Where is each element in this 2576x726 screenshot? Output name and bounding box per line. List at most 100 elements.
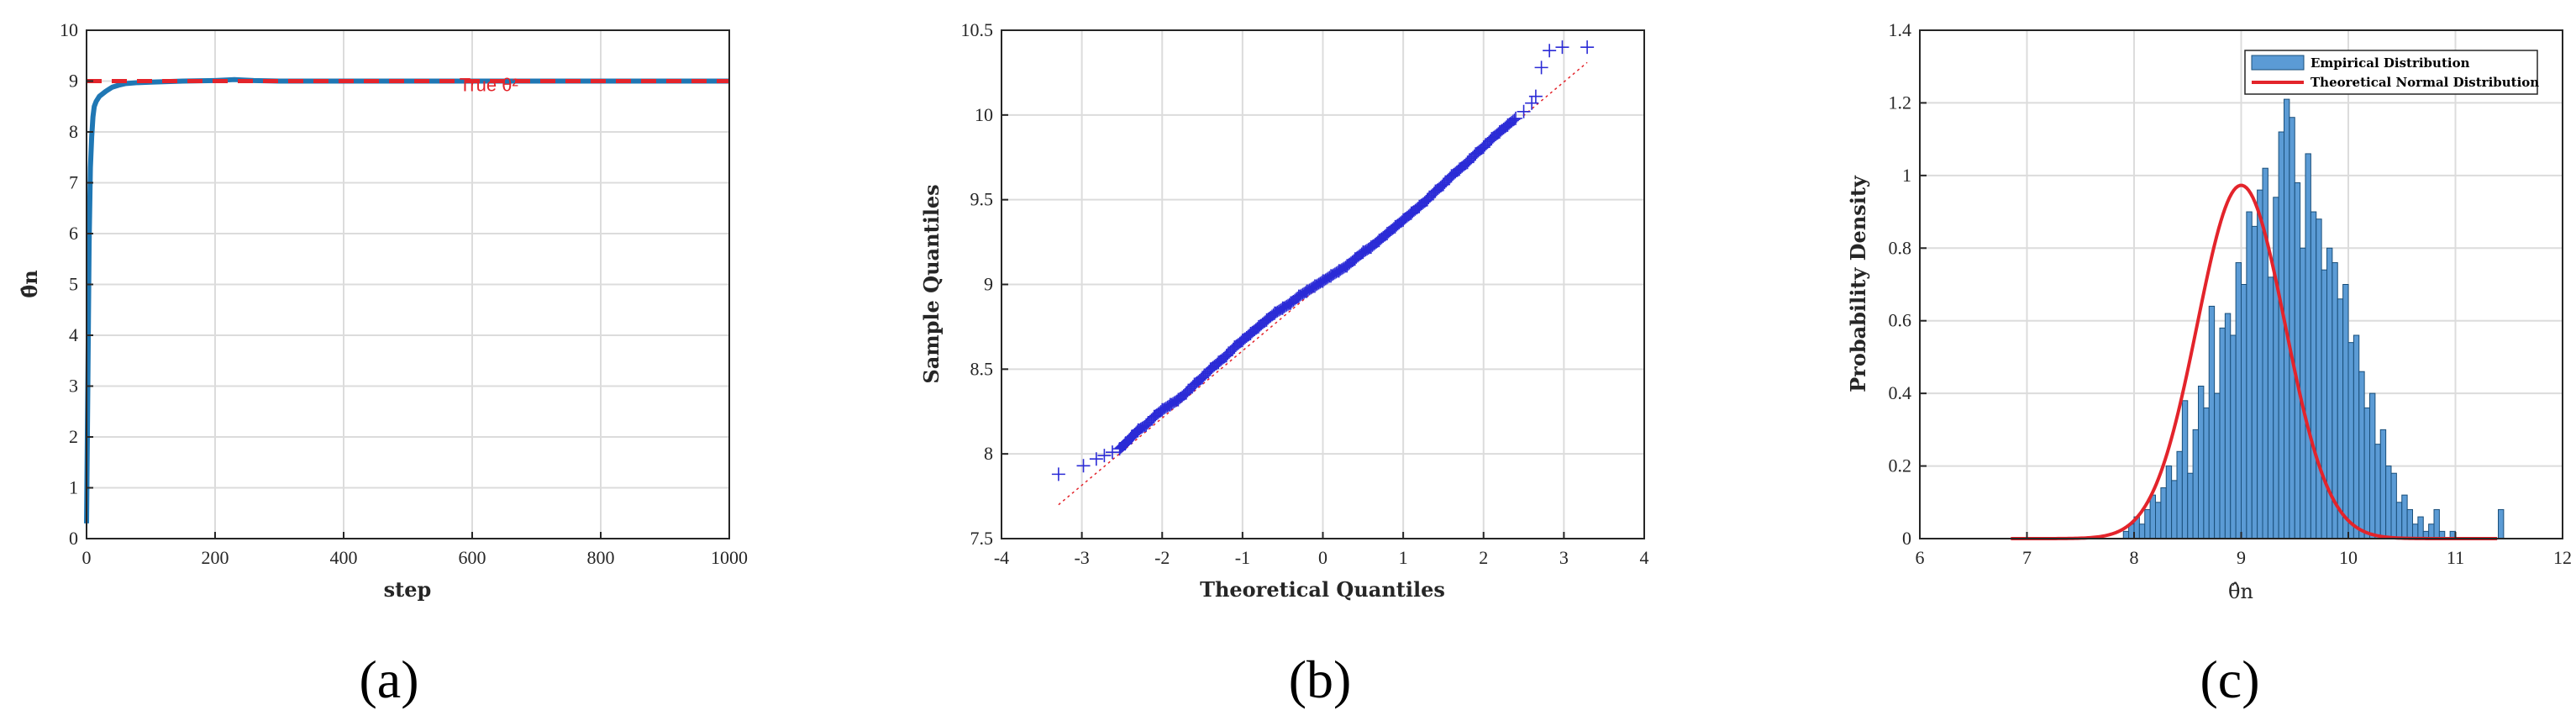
- y-tick-label: 10: [60, 19, 78, 40]
- y-tick-label: 1: [1902, 165, 1911, 186]
- histogram-bar: [2428, 523, 2435, 539]
- qq-point: [1506, 114, 1519, 127]
- histogram-bar: [2224, 313, 2232, 539]
- panel-c-x-axis-label: θ̂n: [2228, 580, 2253, 603]
- histogram-bar: [2187, 472, 2194, 539]
- histogram-bar: [2267, 276, 2274, 539]
- panel-a-plot-area: True θ²: [84, 75, 729, 523]
- y-tick-label: 0.8: [1889, 237, 1912, 258]
- panel-b-label: (b): [1289, 650, 1352, 709]
- panel-c-x-ticks: 6 7 8 9 10 11 12: [1916, 532, 2572, 568]
- histogram-bar: [2208, 305, 2216, 539]
- y-tick-label: 9: [69, 71, 78, 92]
- y-tick-label: 1.4: [1889, 19, 1912, 40]
- legend-label-normal: Theoretical Normal Distribution: [2311, 75, 2539, 90]
- qq-point: [1097, 449, 1112, 463]
- histogram-bar: [2251, 225, 2258, 539]
- qq-point: [1105, 445, 1119, 460]
- qq-point: [1528, 89, 1543, 103]
- x-tick-label: 8: [2130, 547, 2139, 568]
- histogram-bar: [2294, 182, 2301, 539]
- panel-a-y-ticks: 0 1 2 3 4 5 6 7 8 9 10: [60, 19, 93, 549]
- y-tick-label: 10: [975, 104, 993, 125]
- histogram-bar: [2176, 450, 2183, 539]
- qq-point: [1076, 459, 1091, 473]
- x-tick-label: 200: [202, 547, 229, 568]
- qq-point: [1517, 104, 1531, 118]
- panel-a-label: (a): [359, 650, 418, 709]
- y-tick-label: 2: [69, 426, 78, 447]
- histogram-bar: [2122, 530, 2130, 539]
- histogram-bar: [2390, 472, 2397, 539]
- panel-c-y-axis-label: Probability Density: [1846, 175, 1870, 392]
- y-tick-label: 9: [984, 274, 993, 295]
- x-tick-label: -2: [1154, 547, 1170, 568]
- histogram-bar: [2412, 523, 2419, 539]
- x-tick-label: 400: [330, 547, 358, 568]
- histogram-bar: [2395, 502, 2403, 539]
- histogram-bar: [2353, 334, 2360, 539]
- panel-c-y-ticks: 0 0.2 0.4 0.6 0.8 1 1.2 1.4: [1889, 19, 1927, 549]
- histogram-bar: [2321, 269, 2327, 539]
- y-tick-label: 9.5: [970, 189, 994, 210]
- histogram-bar: [2171, 480, 2178, 539]
- histogram-bar: [2230, 334, 2237, 539]
- panel-c-legend: Empirical Distribution Theoretical Norma…: [2244, 50, 2539, 95]
- qq-point: [1508, 113, 1521, 126]
- histogram-bar: [2149, 494, 2156, 539]
- histogram-bar: [2192, 429, 2199, 539]
- histogram-bar: [2241, 284, 2247, 539]
- x-tick-label: -4: [994, 547, 1009, 568]
- histogram-bar: [2181, 400, 2189, 539]
- histogram-bar: [2369, 392, 2376, 539]
- histogram-bar: [2165, 466, 2173, 539]
- histogram-bar: [2347, 342, 2354, 539]
- y-tick-label: 0.6: [1889, 310, 1912, 331]
- panel-a-chart: True θ² 0 200 400 600 800 1000 0 1 2 3 4 5 6 7 8 9 10 s…: [18, 19, 748, 709]
- y-tick-label: 1.2: [1889, 92, 1912, 113]
- y-tick-label: 7.5: [970, 528, 994, 549]
- histogram-bar: [2155, 502, 2162, 539]
- histogram-bar: [2385, 466, 2392, 539]
- histogram-bar: [2433, 508, 2440, 539]
- histogram-bar: [2257, 189, 2263, 539]
- histogram-bar: [2144, 508, 2151, 539]
- x-tick-label: 1: [1399, 547, 1408, 568]
- y-tick-label: 1: [69, 477, 78, 498]
- x-tick-label: 12: [2553, 547, 2572, 568]
- panel-b-x-ticks: -4 -3 -2 -1 0 1 2 3 4: [994, 532, 1649, 568]
- histogram-bar: [2374, 444, 2381, 539]
- histogram-bar: [2289, 117, 2295, 539]
- histogram-bar: [2401, 494, 2408, 539]
- y-tick-label: 7: [69, 172, 78, 193]
- y-tick-label: 3: [69, 376, 78, 397]
- y-tick-label: 10.5: [961, 19, 994, 40]
- x-tick-label: 6: [1916, 547, 1925, 568]
- panel-c-label: (c): [2200, 650, 2259, 709]
- x-tick-label: 800: [587, 547, 615, 568]
- x-tick-label: 10: [2339, 547, 2358, 568]
- histogram-bar: [2219, 327, 2226, 539]
- histogram-bar: [2203, 407, 2210, 539]
- panel-c-plot-area: [2011, 98, 2505, 540]
- legend-label-empirical: Empirical Distribution: [2311, 55, 2470, 71]
- qq-point: [1534, 60, 1548, 75]
- histogram-bar: [2498, 508, 2505, 539]
- qq-point: [1543, 44, 1557, 58]
- x-tick-label: -3: [1074, 547, 1089, 568]
- y-tick-label: 4: [69, 324, 78, 345]
- histogram-bar: [2138, 523, 2146, 539]
- qq-point: [1051, 467, 1065, 481]
- histogram-bar: [2273, 197, 2279, 539]
- histogram-bar: [2310, 211, 2317, 539]
- x-tick-label: 0: [82, 547, 92, 568]
- panel-b-x-axis-label: Theoretical Quantiles: [1200, 577, 1445, 602]
- histogram-bar: [2337, 298, 2344, 539]
- panel-b-chart: -4 -3 -2 -1 0 1 2 3 4 7.5 8 8.5 9 9.5 10 10.5 Theoreti…: [919, 19, 1649, 709]
- qq-point: [1580, 40, 1595, 55]
- legend-swatch-empirical: [2251, 55, 2305, 71]
- y-tick-label: 8: [984, 443, 993, 464]
- true-value-label: True θ²: [460, 75, 518, 96]
- x-tick-label: 2: [1479, 547, 1488, 568]
